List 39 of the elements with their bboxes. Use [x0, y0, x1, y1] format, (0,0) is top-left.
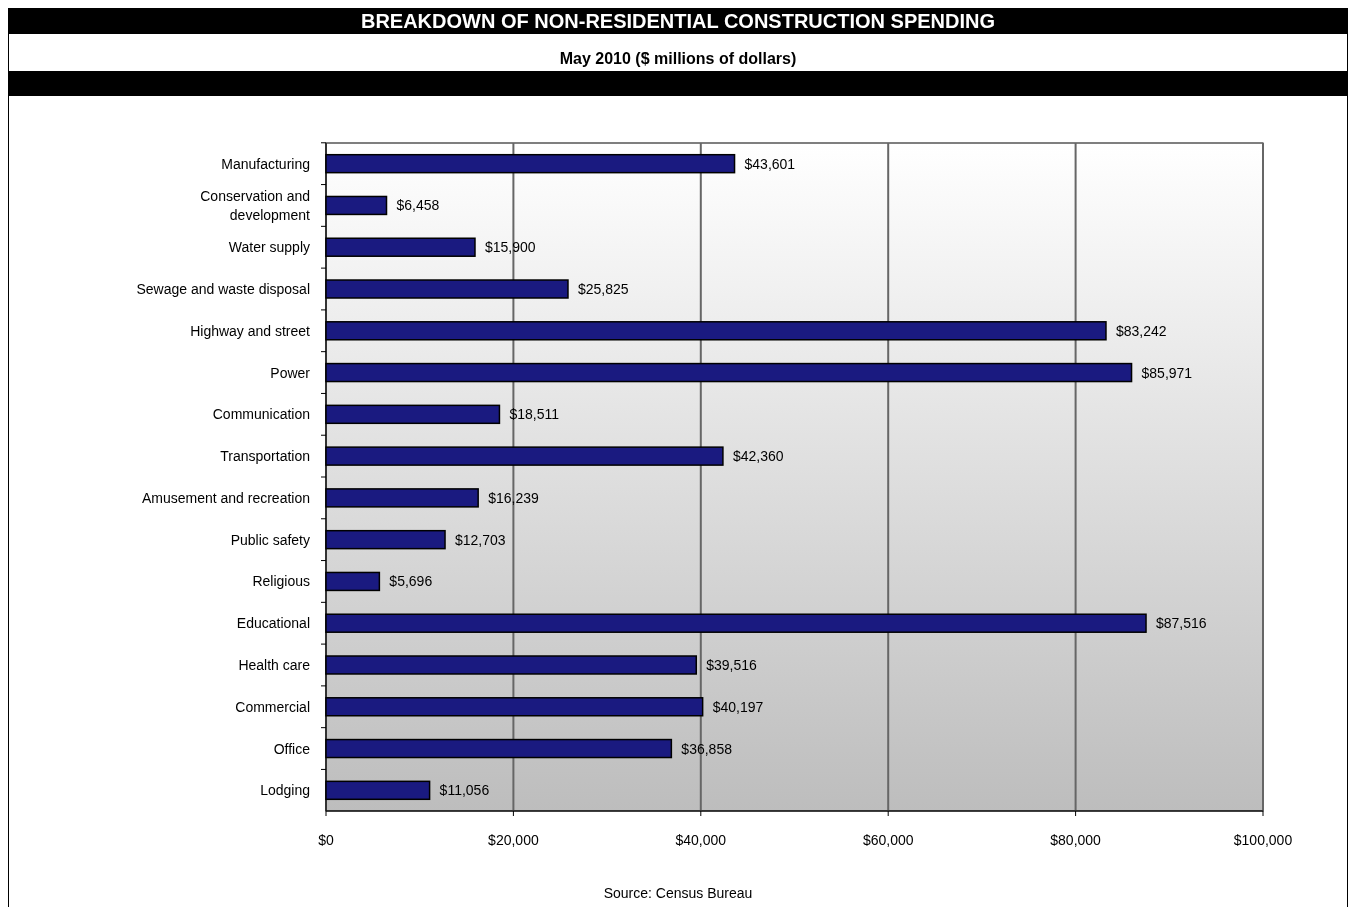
y-tick-label: Lodging [260, 782, 310, 799]
x-tick-label: $60,000 [862, 832, 914, 848]
y-tick-label: Power [270, 364, 311, 381]
y-tick-label: Amusement and recreation [141, 489, 310, 506]
data-label: $16,239 [488, 489, 539, 506]
data-label: $12,703 [455, 531, 506, 548]
data-label: $42,360 [732, 448, 784, 465]
data-label: $40,197 [712, 698, 764, 715]
y-tick-label: Office [273, 740, 311, 757]
chart-title: BREAKDOWN OF NON-RESIDENTIAL CONSTRUCTION SPENDING [360, 10, 996, 32]
y-tick-label: Water supply [228, 239, 310, 256]
data-label: $5,696 [389, 573, 433, 590]
y-tick-label: Educational [236, 615, 310, 632]
data-label: $43,601 [744, 155, 796, 172]
x-tick-label: $20,000 [488, 832, 539, 848]
y-tick-label: Conservation and development [200, 188, 311, 224]
y-tick-label: Highway and street [190, 322, 311, 339]
y-tick-label: Commercial [235, 698, 310, 715]
data-label: $39,516 [706, 656, 758, 673]
y-tick-label: Transportation [220, 448, 310, 465]
data-label: $36,858 [681, 740, 733, 757]
y-tick-label: Health care [238, 656, 311, 673]
data-label: $11,056 [439, 782, 490, 799]
x-tick-label: $100,000 [1233, 832, 1293, 848]
x-tick-label: $0 [318, 832, 334, 848]
y-tick-label: Religious [252, 573, 310, 590]
x-tick-label: $40,000 [675, 832, 727, 848]
y-tick-label: Sewage and waste disposal [136, 281, 310, 298]
data-label: $6,458 [396, 197, 440, 214]
source-note: Source: Census Bureau [603, 885, 753, 901]
y-tick-label: Communication [212, 406, 310, 423]
x-tick-label: $80,000 [1050, 832, 1102, 848]
data-label: $83,242 [1115, 322, 1167, 339]
data-label: $85,971 [1141, 364, 1193, 381]
y-tick-label: Public safety [230, 531, 310, 548]
data-label: $87,516 [1156, 615, 1207, 632]
chart-subtitle: May 2010 ($ millions of dollars) [559, 50, 797, 67]
data-label: $25,825 [577, 281, 629, 298]
y-tick-label: Manufacturing [221, 155, 310, 172]
